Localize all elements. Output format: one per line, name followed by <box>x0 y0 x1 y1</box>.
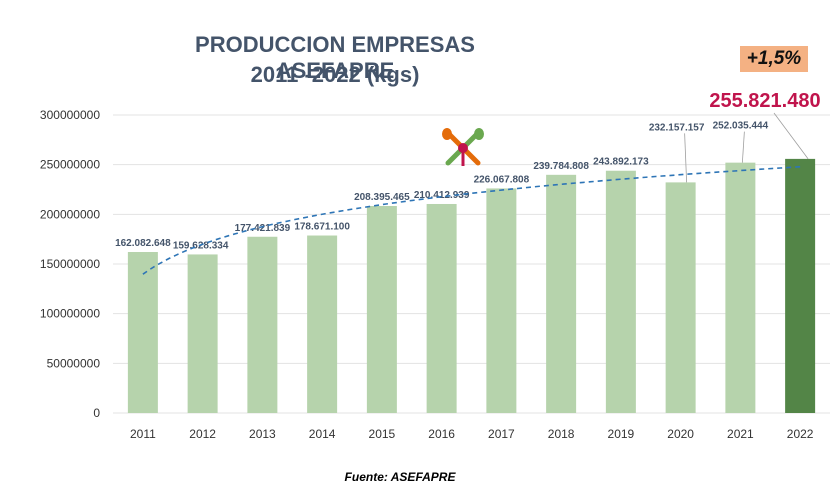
chart-title-line2: 2011 -2022 (kgs) <box>250 62 420 87</box>
y-tick-label: 150000000 <box>40 257 100 271</box>
x-tick-label: 2018 <box>548 427 575 441</box>
data-label: 162.082.648 <box>115 238 171 249</box>
bar-2017 <box>486 188 517 413</box>
data-label: 177.421.839 <box>235 223 291 234</box>
x-tick-label: 2022 <box>787 427 814 441</box>
bar-2021 <box>725 162 756 413</box>
x-tick-label: 2020 <box>667 427 694 441</box>
y-tick-label: 250000000 <box>40 158 100 172</box>
leader-line <box>684 133 688 183</box>
bar-2015 <box>366 205 397 413</box>
data-label: 208.395.465 <box>354 192 410 203</box>
leader-line <box>741 131 745 163</box>
bar-2019 <box>605 170 636 413</box>
bar-2018 <box>546 174 577 413</box>
data-label: 239.784.808 <box>533 161 589 172</box>
data-label: 232.157.157 <box>649 122 705 133</box>
y-tick-label: 100000000 <box>40 307 100 321</box>
x-tick-label: 2012 <box>189 427 216 441</box>
y-tick-label: 200000000 <box>40 207 100 221</box>
leader-line <box>773 112 809 160</box>
data-label: 159.628.334 <box>173 240 229 251</box>
chart-title-line1: PRODUCCION EMPRESAS ASEFAPRE <box>195 32 475 83</box>
x-tick-label: 2015 <box>369 427 396 441</box>
data-label: 252.035.444 <box>713 121 769 132</box>
x-tick-label: 2014 <box>309 427 336 441</box>
y-tick-label: 0 <box>93 406 100 420</box>
bar-2016 <box>426 203 457 413</box>
x-tick-label: 2016 <box>428 427 455 441</box>
fork-and-spoon-icon <box>442 128 484 166</box>
x-tick-label: 2011 <box>130 427 156 441</box>
x-tick-label: 2013 <box>249 427 276 441</box>
source-note: Fuente: ASEFAPRE <box>344 470 456 484</box>
bar-2020 <box>665 182 696 413</box>
bar-2022 <box>785 158 816 413</box>
data-label: 178.671.100 <box>294 222 350 233</box>
data-label: 210.412.939 <box>414 190 470 201</box>
data-label: 226.067.808 <box>474 174 530 185</box>
x-tick-label: 2021 <box>727 427 754 441</box>
y-tick-label: 50000000 <box>47 356 101 370</box>
trendline <box>142 166 801 275</box>
bar-2012 <box>187 254 218 413</box>
y-tick-label: 300000000 <box>40 108 100 122</box>
growth-badge: +1,5% <box>740 46 808 72</box>
bar-2013 <box>247 236 278 413</box>
x-tick-label: 2017 <box>488 427 515 441</box>
data-label: 243.892.173 <box>593 157 649 168</box>
highlight-value-label: 255.821.480 <box>709 90 821 112</box>
x-tick-label: 2019 <box>608 427 635 441</box>
bar-2014 <box>307 235 338 413</box>
bar-2011 <box>127 251 158 413</box>
